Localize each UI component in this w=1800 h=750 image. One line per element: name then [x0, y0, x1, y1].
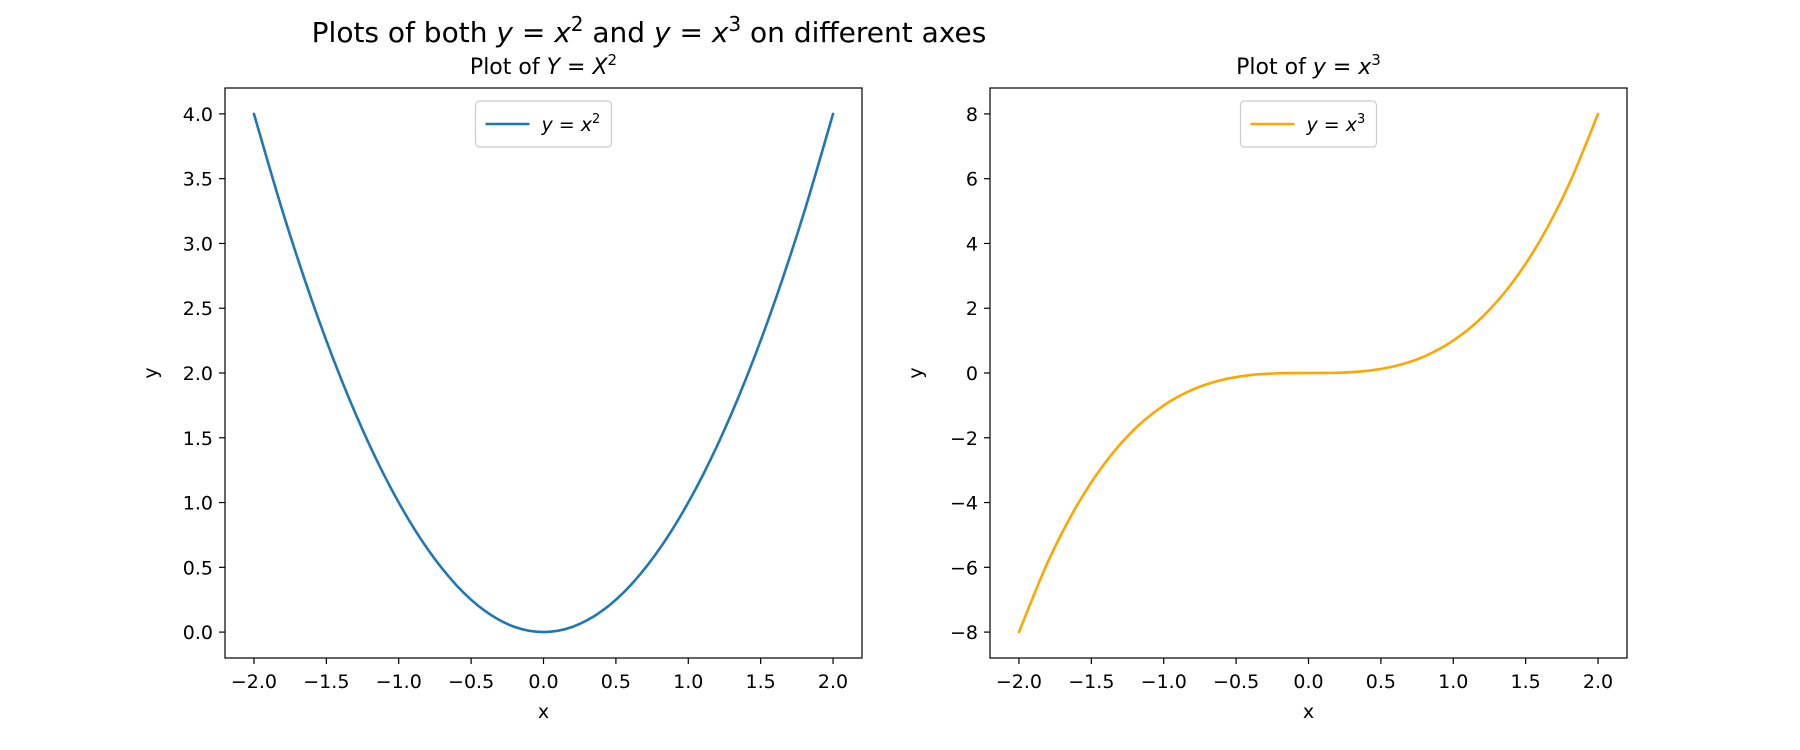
y-tick-label: −8: [950, 622, 978, 644]
y-tick-label: 1.5: [183, 428, 213, 450]
x-tick-label: 1.5: [1511, 671, 1541, 693]
y-axis-label: y: [140, 367, 162, 378]
legend-box: [1239, 100, 1378, 148]
x-tick-label: −1.5: [303, 671, 349, 693]
y-tick-label: 3.5: [183, 169, 213, 191]
y-tick-label: 1.0: [183, 493, 213, 515]
x-tick-label: −2.0: [996, 671, 1042, 693]
y-tick-label: 0.5: [183, 557, 213, 579]
x-tick-label: 0.5: [1366, 671, 1396, 693]
y-axis-label: y: [905, 367, 927, 378]
y-tick-label: −6: [950, 557, 978, 579]
chart-title: Plot of Y = X2: [470, 51, 617, 80]
figure-title: Plots of both y = x2 and y = x3 on diffe…: [312, 12, 987, 49]
x-tick-label: −1.0: [1141, 671, 1187, 693]
chart-panel-left: Plot of Y = X2 −2.0 −1.5 −1.0 −0.5 0.0 0.5 1.0 1…: [140, 51, 863, 723]
y-tick-label: 2.5: [183, 298, 213, 320]
x-tick-label: −2.0: [231, 671, 277, 693]
legend-box: [474, 100, 613, 148]
x-axis-label: x: [538, 701, 549, 723]
y-tick-label: 0.0: [183, 622, 213, 644]
x-tick-label: 0.0: [1293, 671, 1323, 693]
chart-panel-right: Plot of y = x3 −2.0 −1.5 −1.0 −0.5 0.0 0.5 1.0 1…: [905, 51, 1628, 723]
x-tick-label: 1.5: [746, 671, 776, 693]
x-tick-label: 0.5: [601, 671, 631, 693]
legend-label: y = x2: [541, 112, 601, 136]
y-tick-label: 3.0: [183, 233, 213, 255]
x-tick-label: −1.5: [1068, 671, 1114, 693]
y-tick-label: 2.0: [183, 363, 213, 385]
y-tick-label: 0: [966, 363, 978, 385]
y-tick-label: −2: [950, 428, 978, 450]
x-tick-label: −0.5: [1213, 671, 1259, 693]
y-tick-label: 6: [966, 169, 978, 191]
x-tick-label: 0.0: [528, 671, 558, 693]
y-tick-label: 8: [966, 104, 978, 126]
x-tick-label: 1.0: [1438, 671, 1468, 693]
legend: y = x3: [1239, 100, 1378, 148]
y-tick-label: −4: [950, 493, 978, 515]
series-line: [252, 112, 835, 634]
x-tick-label: 2.0: [818, 671, 848, 693]
y-tick-label: 4.0: [183, 104, 213, 126]
y-tick-label: 4: [966, 233, 978, 255]
legend: y = x2: [474, 100, 613, 148]
x-tick-label: 2.0: [1583, 671, 1613, 693]
series-line: [1017, 112, 1600, 634]
y-tick-label: 2: [966, 298, 978, 320]
x-tick-label: 1.0: [673, 671, 703, 693]
x-tick-label: −0.5: [448, 671, 494, 693]
chart-title: Plot of y = x3: [1236, 51, 1381, 80]
legend-label: y = x3: [1306, 112, 1366, 136]
x-tick-label: −1.0: [376, 671, 422, 693]
x-axis-label: x: [1303, 701, 1314, 723]
